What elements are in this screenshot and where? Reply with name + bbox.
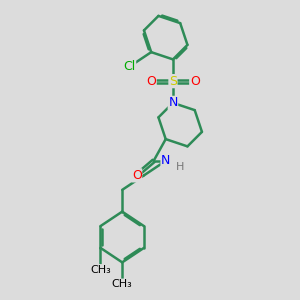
Text: H: H — [176, 162, 184, 172]
Text: CH₃: CH₃ — [90, 265, 111, 275]
Text: N: N — [161, 154, 170, 167]
Text: N: N — [168, 96, 178, 110]
Text: S: S — [169, 75, 177, 88]
Text: Cl: Cl — [123, 60, 136, 73]
Text: O: O — [190, 75, 200, 88]
Text: CH₃: CH₃ — [112, 279, 133, 289]
Text: O: O — [132, 169, 142, 182]
Text: O: O — [146, 75, 156, 88]
